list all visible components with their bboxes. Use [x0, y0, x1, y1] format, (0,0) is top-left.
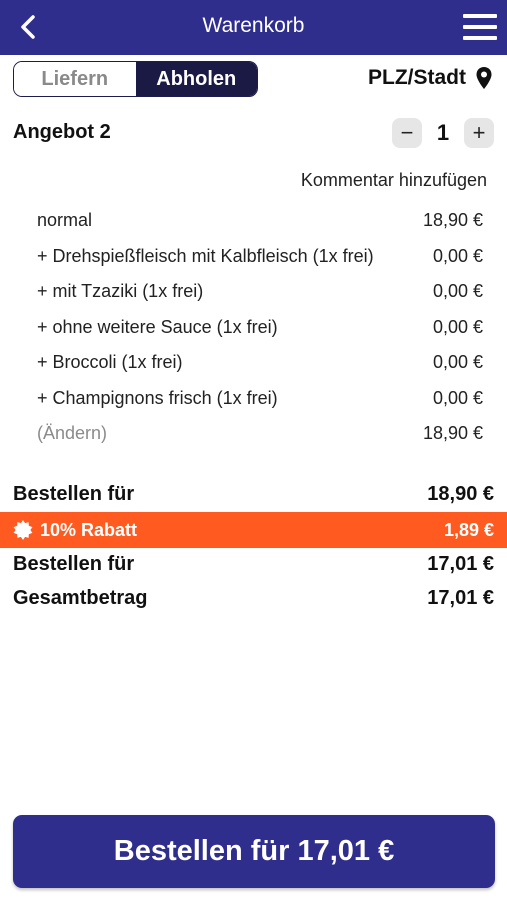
chevron-left-icon[interactable]	[14, 12, 44, 42]
location-selector[interactable]: PLZ/Stadt	[368, 66, 493, 90]
discount-row: 10% Rabatt 1,89 €	[0, 512, 507, 548]
line-label: + Broccoli (1x frei)	[37, 352, 183, 373]
line-price: 18,90 €	[422, 423, 483, 444]
discount-label: 10% Rabatt	[40, 519, 138, 540]
subtotal-label: Bestellen für	[13, 483, 135, 505]
list-item: + Drehspießfleisch mit Kalbfleisch (1x f…	[37, 239, 483, 275]
discount-value: 1,89 €	[443, 519, 494, 540]
list-item: + Champignons frisch (1x frei) 0,00 €	[37, 381, 483, 417]
line-price: 0,00 €	[432, 387, 483, 408]
app-header: Warenkorb	[0, 0, 507, 55]
grand-total-label: Gesamtbetrag	[13, 587, 148, 609]
quantity-value: 1	[436, 120, 450, 145]
line-price: 0,00 €	[432, 245, 483, 266]
place-order-button[interactable]: Bestellen für 17,01 €	[13, 815, 495, 888]
toggle-option-deliver[interactable]: Liefern	[14, 62, 136, 96]
decrement-button[interactable]: −	[392, 118, 422, 148]
line-price: 0,00 €	[432, 316, 483, 337]
grand-total-value: 17,01 €	[427, 587, 494, 609]
discount-badge-icon	[13, 520, 33, 540]
hamburger-menu-icon[interactable]	[463, 14, 497, 40]
line-label: normal	[37, 210, 93, 231]
line-price: 0,00 €	[432, 352, 483, 373]
line-label: + Drehspießfleisch mit Kalbfleisch (1x f…	[37, 245, 374, 266]
line-label: + ohne weitere Sauce (1x frei)	[37, 316, 278, 337]
edit-item-link[interactable]: (Ändern)	[37, 423, 108, 444]
list-item: (Ändern) 18,90 €	[37, 416, 483, 452]
increment-button[interactable]: +	[464, 118, 494, 148]
list-item: + ohne weitere Sauce (1x frei) 0,00 €	[37, 310, 483, 346]
line-price: 18,90 €	[422, 210, 483, 231]
line-label: + mit Tzaziki (1x frei)	[37, 281, 204, 302]
list-item: + mit Tzaziki (1x frei) 0,00 €	[37, 274, 483, 310]
delivery-mode-toggle: Liefern Abholen	[13, 61, 258, 97]
subtotal-row: Bestellen für 18,90 €	[13, 483, 494, 506]
toggle-option-pickup[interactable]: Abholen	[135, 62, 257, 96]
list-item: normal 18,90 €	[37, 203, 483, 239]
add-comment-link[interactable]: Kommentar hinzufügen	[300, 170, 487, 190]
quantity-stepper: − 1 +	[392, 118, 494, 148]
map-pin-icon	[476, 67, 492, 89]
discounted-total-row: Bestellen für 17,01 €	[13, 553, 494, 576]
discounted-total-label: Bestellen für	[13, 553, 135, 575]
item-details-list: normal 18,90 € + Drehspießfleisch mit Ka…	[37, 203, 483, 452]
grand-total-row: Gesamtbetrag 17,01 €	[13, 587, 494, 610]
line-label: + Champignons frisch (1x frei)	[37, 387, 278, 408]
line-price: 0,00 €	[432, 281, 483, 302]
cart-item-name: Angebot 2	[13, 121, 111, 143]
subtotal-value: 18,90 €	[427, 483, 494, 505]
page-title: Warenkorb	[202, 14, 305, 37]
list-item: + Broccoli (1x frei) 0,00 €	[37, 345, 483, 381]
location-label: PLZ/Stadt	[368, 66, 466, 89]
discounted-total-value: 17,01 €	[427, 553, 494, 575]
